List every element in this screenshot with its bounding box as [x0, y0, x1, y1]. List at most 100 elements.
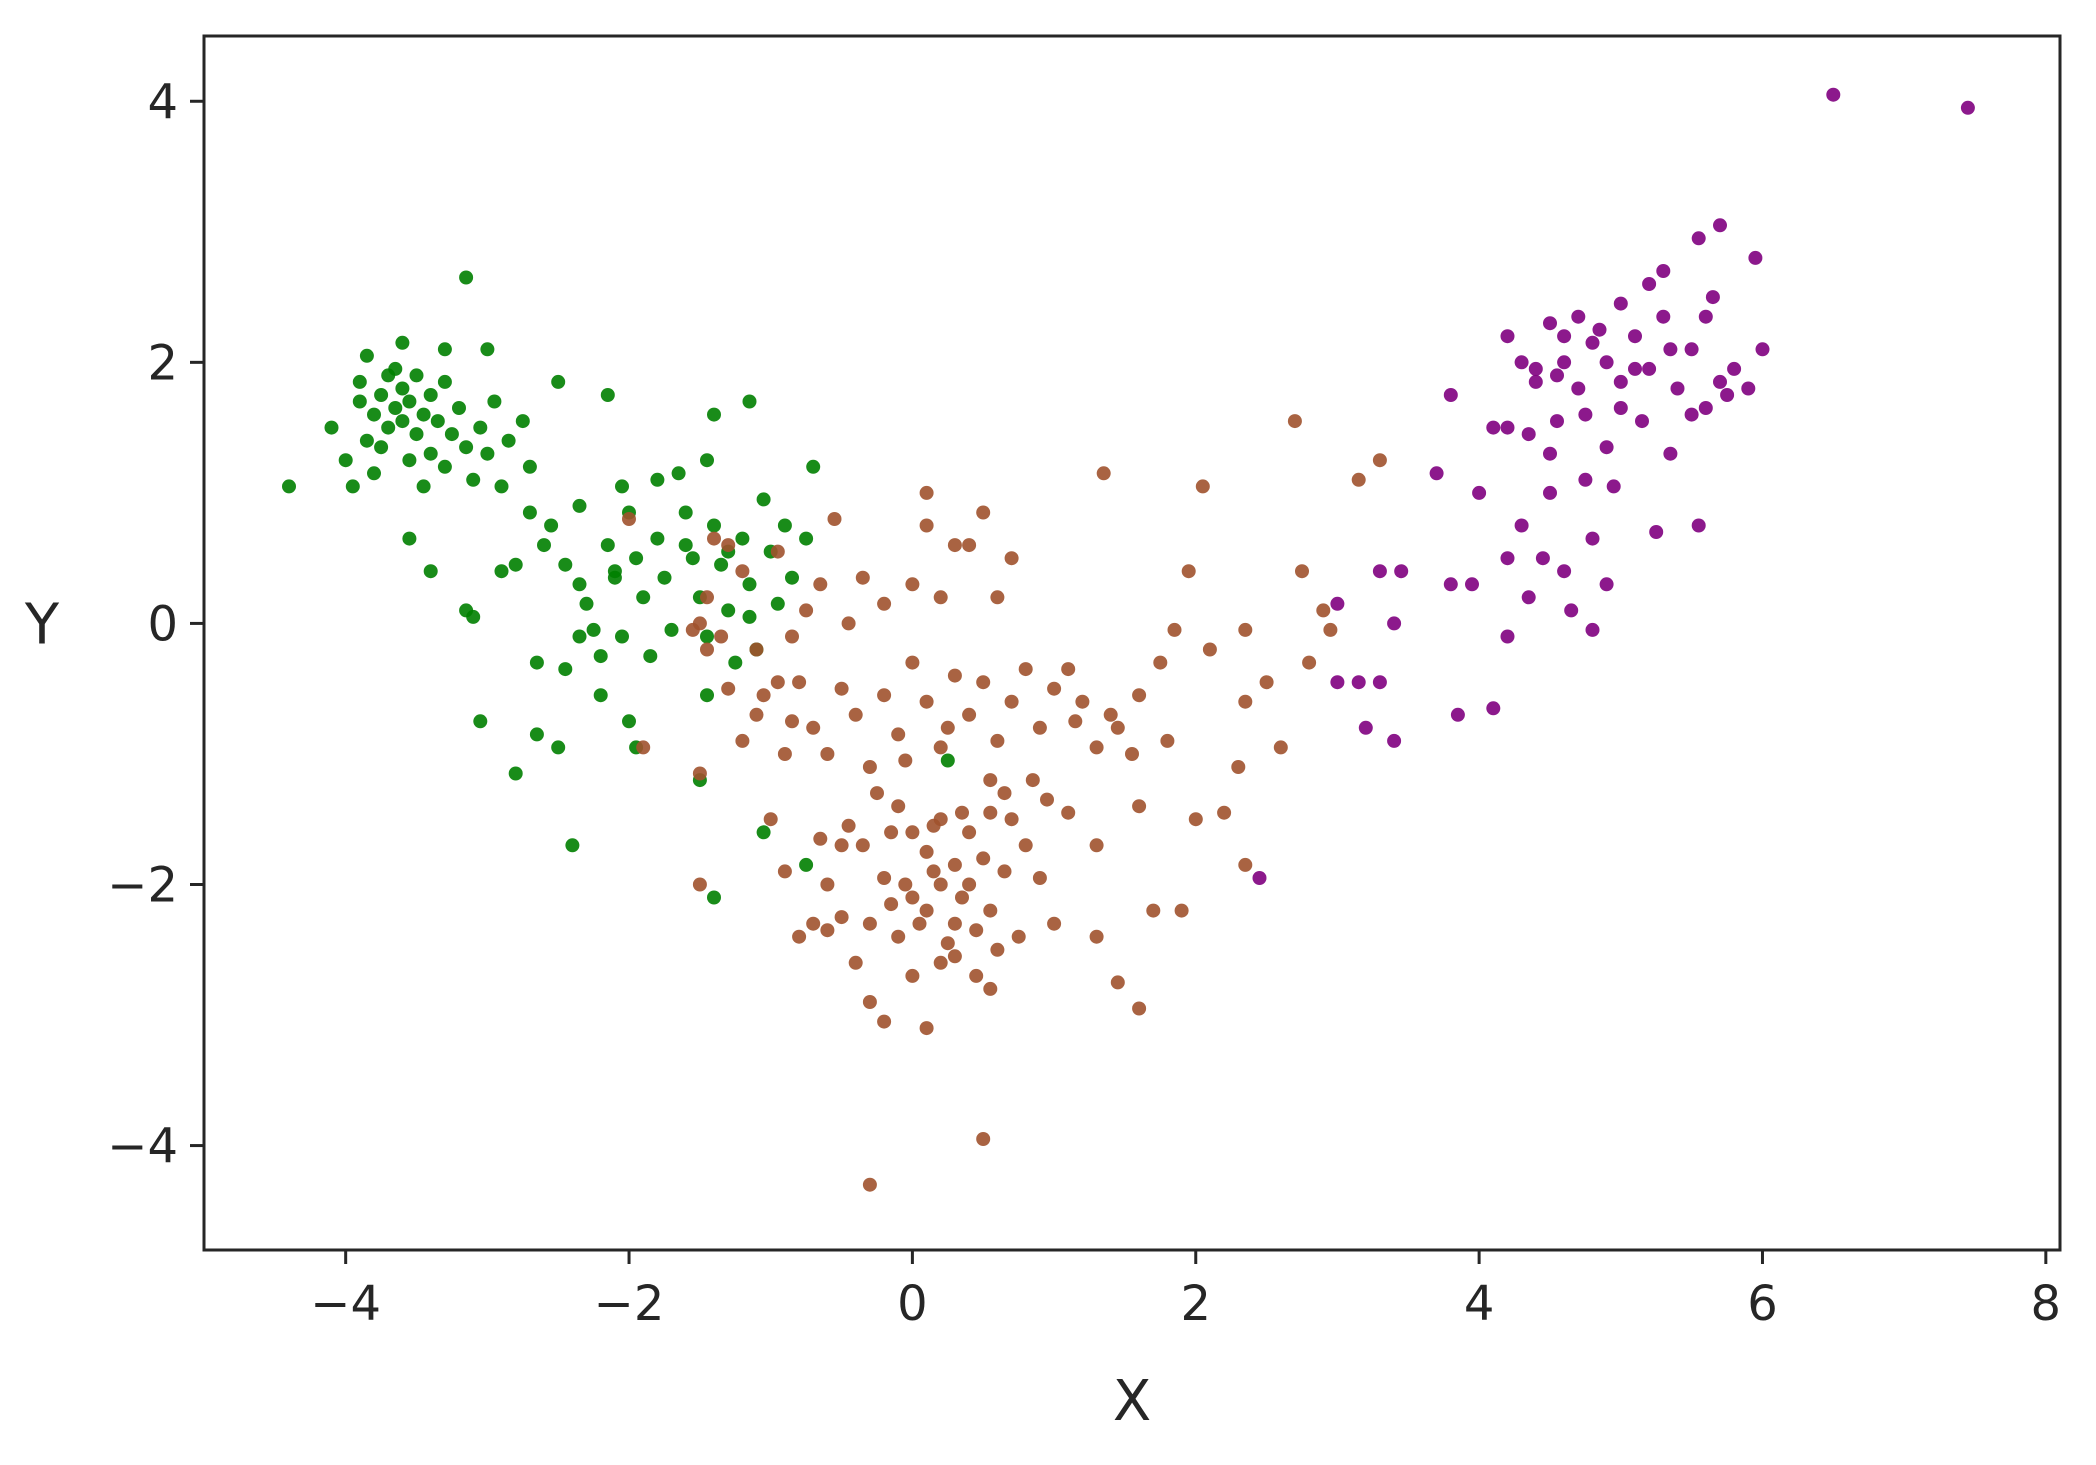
scatter-point — [742, 577, 757, 592]
scatter-point — [777, 747, 792, 761]
scatter-point — [1316, 603, 1331, 618]
scatter-point — [1025, 773, 1040, 788]
scatter-point — [905, 655, 920, 670]
scatter-point — [919, 1021, 934, 1036]
scatter-point — [437, 342, 452, 357]
scatter-point — [1011, 929, 1026, 944]
scatter-point — [1500, 629, 1515, 644]
scatter-point — [947, 668, 962, 683]
scatter-point — [1713, 218, 1727, 233]
scatter-point — [1521, 427, 1536, 442]
scatter-point — [345, 479, 360, 494]
scatter-point — [919, 903, 934, 918]
scatter-point — [1068, 714, 1083, 729]
plot-area-frame — [202, 34, 2062, 1252]
scatter-point — [997, 864, 1012, 879]
scatter-point — [402, 394, 417, 409]
scatter-point — [962, 538, 977, 553]
scatter-point — [947, 949, 962, 964]
scatter-point — [1684, 407, 1699, 422]
scatter-point — [891, 929, 906, 944]
scatter-point — [700, 688, 714, 703]
scatter-point — [1032, 871, 1047, 885]
scatter-point — [1125, 747, 1139, 761]
scatter-point — [820, 747, 835, 761]
scatter-point — [1273, 740, 1288, 755]
scatter-point — [1535, 551, 1550, 566]
scatter-point — [884, 825, 899, 840]
scatter-point — [1047, 916, 1062, 931]
scatter-point — [1599, 577, 1614, 592]
scatter-point — [926, 864, 941, 879]
scatter-point — [770, 544, 785, 559]
scatter-point — [1146, 903, 1161, 918]
scatter-point — [1330, 596, 1345, 611]
scatter-point — [707, 518, 721, 533]
scatter-point — [770, 596, 785, 611]
scatter-point — [615, 629, 629, 644]
scatter-point — [792, 675, 807, 690]
scatter-point — [444, 427, 459, 442]
scatter-point — [1613, 401, 1628, 415]
scatter-point — [1592, 322, 1607, 337]
scatter-point — [572, 577, 587, 592]
x-axis-label: X — [1113, 1369, 1151, 1434]
scatter-point — [940, 753, 955, 768]
y-axis: −4 −2 0 2 4 — [107, 74, 204, 1175]
scatter-point — [1351, 472, 1366, 487]
scatter-point — [1613, 374, 1628, 389]
x-tick-label: 0 — [897, 1276, 928, 1332]
scatter-point — [799, 603, 814, 618]
scatter-point — [1443, 577, 1458, 592]
scatter-point — [1160, 733, 1175, 748]
scatter-point — [352, 394, 367, 409]
scatter-point — [388, 401, 403, 415]
scatter-point — [1004, 812, 1019, 827]
scatter-point — [282, 479, 296, 494]
scatter-point — [1486, 420, 1501, 435]
scatter-point — [742, 394, 757, 409]
scatter-point — [841, 818, 856, 833]
scatter-point — [721, 538, 736, 553]
scatter-point — [983, 773, 998, 788]
scatter-point — [1231, 760, 1246, 774]
scatter-point — [558, 557, 573, 572]
scatter-point — [607, 564, 622, 579]
scatter-point — [792, 929, 807, 944]
scatter-point — [636, 590, 651, 605]
scatter-point — [466, 609, 481, 624]
scatter-point — [1040, 792, 1054, 807]
scatter-point — [1372, 675, 1387, 690]
scatter-point — [1238, 694, 1253, 709]
scatter-point — [735, 733, 750, 748]
y-tick-label: 2 — [147, 335, 178, 391]
scatter-point — [799, 857, 814, 872]
scatter-point — [1429, 466, 1444, 481]
scatter-point — [1047, 681, 1062, 696]
scatter-point — [381, 420, 396, 435]
scatter-point — [1684, 342, 1699, 357]
x-tick-label: −2 — [594, 1276, 665, 1332]
scatter-point — [976, 1132, 991, 1146]
scatter-point — [1656, 264, 1671, 278]
scatter-point — [1500, 420, 1515, 435]
scatter-point — [933, 877, 948, 892]
scatter-point — [983, 981, 998, 996]
scatter-point — [707, 407, 721, 422]
scatter-point — [1578, 407, 1593, 422]
scatter-point — [1528, 361, 1543, 376]
scatter-point — [1330, 675, 1345, 690]
x-tick-label: 4 — [1464, 1276, 1495, 1332]
scatter-point — [1628, 329, 1642, 344]
scatter-point — [1599, 355, 1614, 370]
scatter-point — [622, 714, 636, 729]
scatter-point — [962, 707, 977, 722]
scatter-point — [1387, 733, 1402, 748]
scatter-point — [1181, 564, 1196, 579]
scatter-point — [650, 531, 665, 546]
scatter-point — [664, 622, 679, 637]
scatter-point — [529, 655, 544, 670]
scatter-point — [947, 916, 962, 931]
scatter-point — [501, 433, 516, 448]
scatter-point — [756, 688, 771, 703]
